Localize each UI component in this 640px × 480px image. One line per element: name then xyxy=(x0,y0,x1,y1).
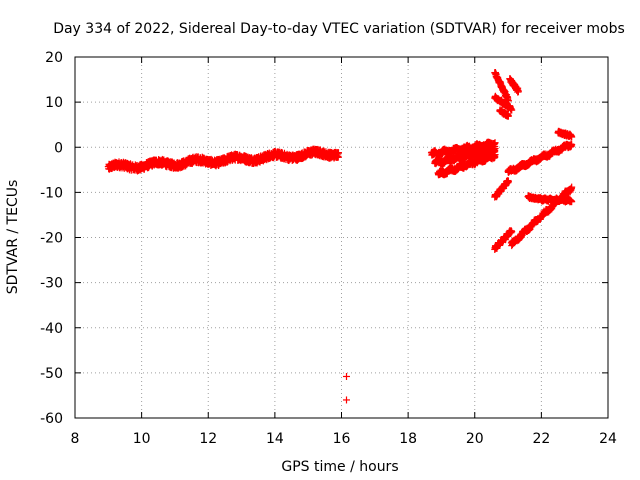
x-tick-label: 12 xyxy=(199,431,217,447)
y-tick-label: -40 xyxy=(40,321,63,337)
y-tick-label: -60 xyxy=(40,411,63,427)
x-tick-label: 16 xyxy=(333,431,351,447)
y-axis-label: SDTVAR / TECUs xyxy=(5,180,21,295)
x-tick-label: 20 xyxy=(466,431,484,447)
x-tick-label: 14 xyxy=(266,431,284,447)
x-tick-label: 22 xyxy=(532,431,550,447)
segment-1-point xyxy=(335,149,343,157)
chart-title: Day 334 of 2022, Sidereal Day-to-day VTE… xyxy=(53,21,625,37)
x-tick-label: 10 xyxy=(133,431,151,447)
x-tick-label: 8 xyxy=(71,431,80,447)
y-tick-label: 20 xyxy=(45,50,63,66)
y-tick-label: 0 xyxy=(54,140,63,156)
isolated-point xyxy=(342,396,350,404)
y-tick-label: -10 xyxy=(40,185,63,201)
axis-ticks: 8 10 12 14 16 18 20 22 24 -60 -50 -40 -30 -20 -10 0 10 20 xyxy=(40,50,617,447)
data-points xyxy=(104,69,576,404)
x-axis-label: GPS time / hours xyxy=(281,459,398,475)
y-tick-label: -30 xyxy=(40,276,63,292)
x-tick-label: 24 xyxy=(599,431,617,447)
y-tick-label: -50 xyxy=(40,366,63,382)
y-tick-label: -20 xyxy=(40,231,63,247)
y-tick-label: 10 xyxy=(45,95,63,111)
x-tick-label: 18 xyxy=(399,431,417,447)
isolated-point xyxy=(342,372,350,380)
grid xyxy=(75,57,608,418)
